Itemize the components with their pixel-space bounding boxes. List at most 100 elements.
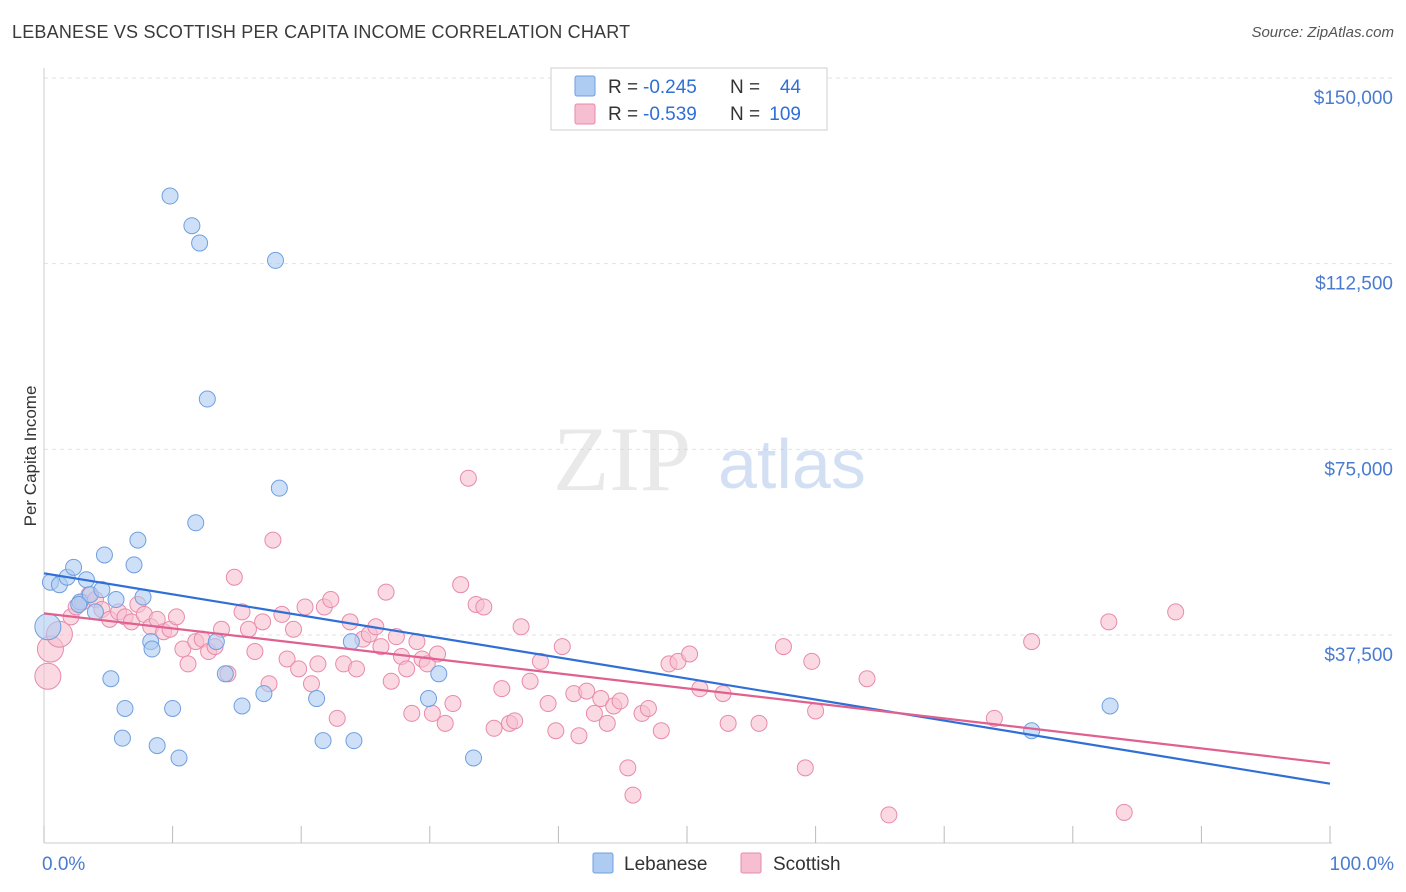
point-lebanese (255, 685, 273, 703)
watermark-atlas: atlas (718, 425, 866, 503)
trend-line-scottish (43, 612, 1331, 765)
point-lebanese (183, 217, 201, 235)
point-scottish (322, 591, 340, 609)
point-lebanese (1101, 697, 1119, 715)
point-lebanese (198, 390, 216, 408)
y-tick-label: $150,000 (1314, 88, 1393, 109)
watermark-zip: ZIP (553, 408, 691, 510)
point-scottish (750, 714, 768, 732)
point-scottish (539, 695, 557, 713)
grid-lines (44, 77, 1392, 636)
point-lebanese (430, 665, 448, 683)
legend-swatch-lebanese (574, 75, 596, 97)
point-scottish (328, 709, 346, 727)
point-scottish (418, 655, 436, 673)
point-scottish (284, 620, 302, 638)
point-scottish (1167, 603, 1185, 621)
point-lebanese (116, 699, 134, 717)
point-scottish (624, 786, 642, 804)
point-scottish (796, 759, 814, 777)
point-scottish (598, 714, 616, 732)
point-scottish (485, 719, 503, 737)
legend-n-label-scottish: N = (730, 104, 760, 125)
y-axis-label: Per Capita Income (21, 386, 40, 527)
point-scottish (459, 469, 477, 487)
stats-legend-box (550, 67, 828, 131)
point-lebanese (129, 531, 147, 549)
point-scottish (233, 603, 251, 621)
point-scottish (880, 806, 898, 824)
point-lebanese (270, 479, 288, 497)
legend-swatch-scottish (574, 103, 596, 125)
point-scottish (290, 660, 308, 678)
point-lebanese (102, 670, 120, 688)
point-lebanese (233, 697, 251, 715)
point-scottish (372, 638, 390, 656)
point-scottish (34, 662, 62, 690)
legend-r-label-scottish: R = (608, 104, 638, 125)
point-lebanese (342, 633, 360, 651)
point-scottish (578, 682, 596, 700)
point-scottish (547, 722, 565, 740)
point-scottish (179, 655, 197, 673)
point-scottish (1115, 803, 1133, 821)
point-lebanese (148, 737, 166, 755)
chart-title: LEBANESE VS SCOTTISH PER CAPITA INCOME C… (12, 22, 631, 42)
point-scottish (570, 727, 588, 745)
point-lebanese (161, 187, 179, 205)
point-lebanese (191, 234, 209, 252)
source-label: Source: ZipAtlas.com (1251, 24, 1394, 41)
point-scottish (807, 702, 825, 720)
point-scottish (506, 712, 524, 730)
point-scottish (347, 660, 365, 678)
point-lebanese (314, 732, 332, 750)
point-lebanese (420, 690, 438, 708)
legend-r-label-lebanese: R = (608, 77, 638, 98)
point-scottish (239, 620, 257, 638)
point-scottish (246, 643, 264, 661)
series-legend: Lebanese Scottish (592, 852, 841, 875)
point-scottish (309, 655, 327, 673)
point-scottish (1023, 633, 1041, 651)
point-lebanese (308, 690, 326, 708)
point-lebanese (93, 581, 111, 599)
y-tick-label: $75,000 (1324, 459, 1393, 480)
series-legend-label-lebanese: Lebanese (624, 854, 707, 875)
point-scottish (652, 722, 670, 740)
point-scottish (512, 618, 530, 636)
point-scottish (553, 638, 571, 656)
point-scottish (377, 583, 395, 601)
point-lebanese (34, 613, 62, 641)
series-legend-swatch-lebanese (592, 852, 614, 874)
legend-n-value-lebanese: 44 (780, 77, 802, 98)
legend-n-value-scottish: 109 (769, 104, 801, 125)
point-scottish (611, 692, 629, 710)
point-scottish (403, 704, 421, 722)
point-lebanese (465, 749, 483, 767)
point-scottish (167, 608, 185, 626)
y-tick-label: $112,500 (1315, 274, 1393, 295)
legend-n-label-lebanese: N = (730, 77, 760, 98)
point-lebanese (113, 729, 131, 747)
point-lebanese (207, 633, 225, 651)
point-lebanese (170, 749, 188, 767)
trend-line-lebanese (43, 572, 1331, 785)
point-lebanese (70, 595, 88, 613)
point-scottish (278, 650, 296, 668)
point-scottish (719, 714, 737, 732)
point-scottish (803, 652, 821, 670)
point-scottish (436, 714, 454, 732)
data-points (34, 187, 1185, 824)
point-lebanese (125, 556, 143, 574)
x-tick-label-min: 0.0% (42, 854, 85, 875)
point-lebanese (143, 640, 161, 658)
point-scottish (521, 672, 539, 690)
point-scottish (774, 638, 792, 656)
point-lebanese (65, 558, 83, 576)
y-axis-tick-labels: $37,500 $75,000 $112,500 $150,000 (1314, 88, 1393, 666)
point-scottish (858, 670, 876, 688)
point-scottish (585, 704, 603, 722)
point-scottish (619, 759, 637, 777)
point-scottish (639, 699, 657, 717)
point-scottish (398, 660, 416, 678)
